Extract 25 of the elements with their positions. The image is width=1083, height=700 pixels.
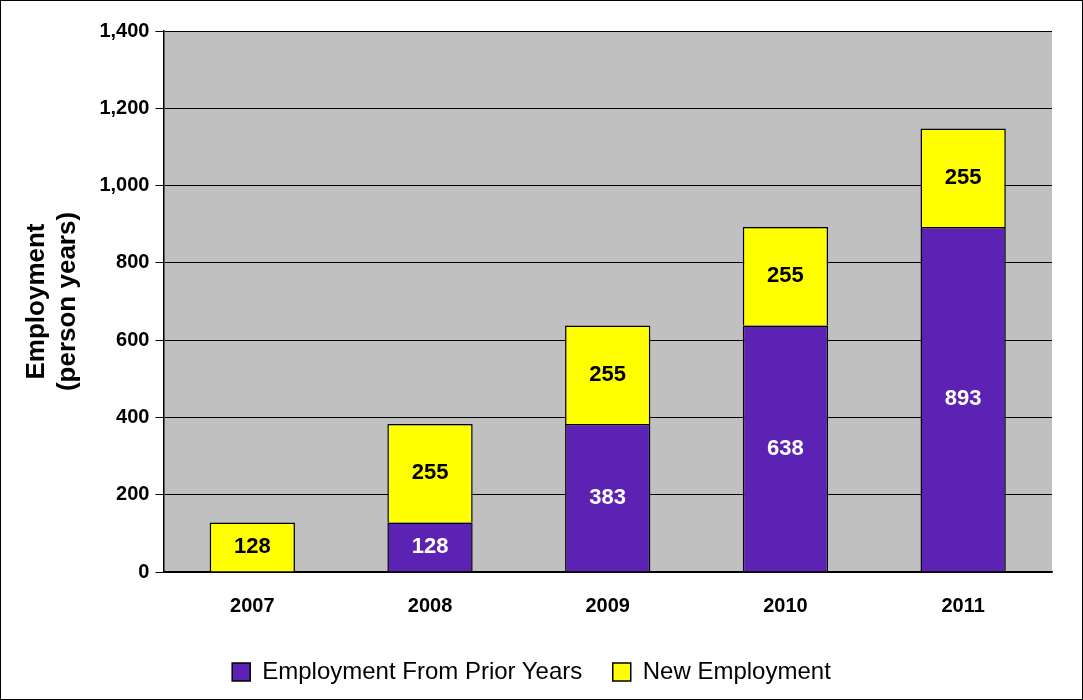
- x-tick-label: 2011: [941, 593, 985, 616]
- y-tick-label: 400: [116, 404, 150, 427]
- legend-label: Employment From Prior Years: [262, 656, 583, 684]
- data-label: 255: [767, 262, 804, 288]
- x-tick-label: 2008: [407, 593, 453, 616]
- y-tick-label: 1,400: [99, 18, 150, 41]
- data-label: 383: [589, 483, 627, 509]
- data-label: 128: [411, 533, 449, 559]
- y-tick-label: 600: [116, 327, 150, 350]
- data-label: 893: [944, 385, 982, 411]
- x-tick-label: 2007: [230, 593, 275, 616]
- x-tick-label: 2010: [763, 593, 808, 616]
- data-label: 638: [767, 434, 804, 460]
- y-tick-label: 800: [116, 250, 150, 273]
- data-label: 255: [411, 459, 449, 485]
- legend-label: New Employment: [642, 656, 832, 684]
- y-tick-label: 200: [116, 482, 150, 505]
- y-tick-label: 0: [138, 559, 150, 582]
- data-label: 128: [233, 533, 271, 559]
- y-tick-label: 1,000: [99, 173, 150, 196]
- y-tick-label: 1,200: [99, 95, 150, 118]
- data-label: 255: [944, 163, 982, 189]
- y-axis-title: Employment (person years): [19, 211, 81, 392]
- x-tick-label: 2009: [585, 593, 630, 616]
- data-label: 255: [589, 360, 627, 386]
